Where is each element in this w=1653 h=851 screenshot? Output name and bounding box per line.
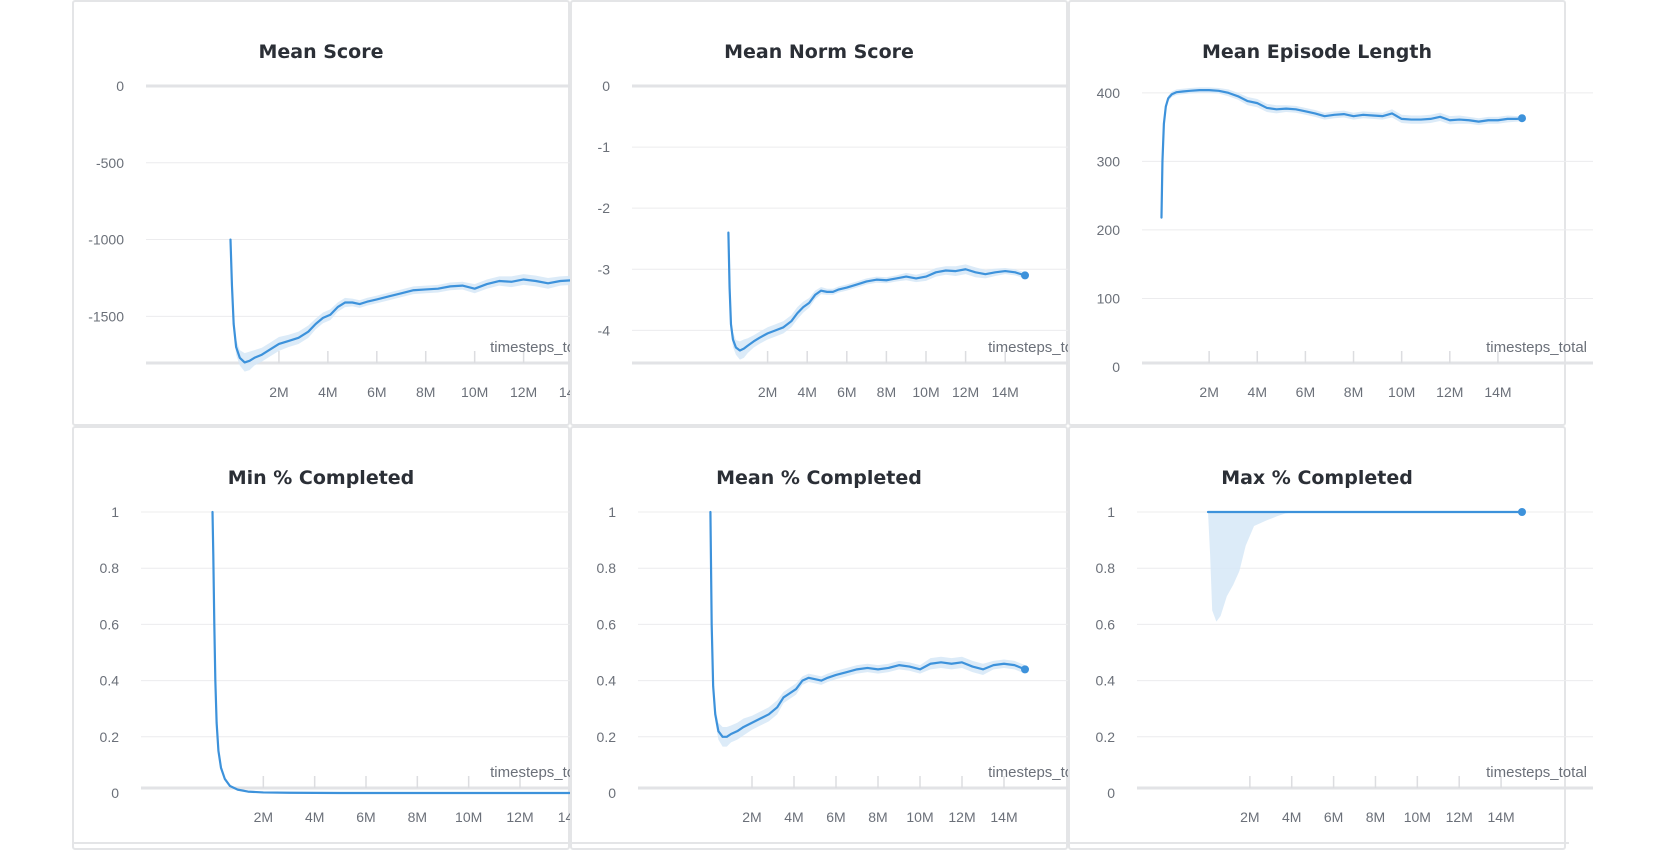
last-point-marker[interactable] bbox=[1518, 114, 1526, 122]
chart-panel-mean-episode-length[interactable]: Mean Episode Length 400 300 200 100 0 2M 4M 6M 8… bbox=[1068, 0, 1566, 426]
chart-panel-mean-score[interactable]: Mean Score 0 -500 -1000 -1500 2M 4M 6M 8M 10M 12M… bbox=[72, 0, 570, 426]
confidence-band bbox=[213, 512, 597, 793]
chart-panel-mean-norm-score[interactable]: Mean Norm Score 0 -1 -2 -3 -4 2M 4M 6M 8M 10M 12M 1… bbox=[570, 0, 1068, 426]
chart-panel-max-completed[interactable]: Max % Completed 1 0.8 0.6 0.4 0.2 0 2M 4M 6M 8M 10… bbox=[1068, 426, 1566, 850]
y-tick-label: 1 bbox=[1107, 504, 1115, 520]
last-point-marker[interactable] bbox=[1518, 508, 1526, 516]
y-tick-label: 0.4 bbox=[597, 673, 617, 689]
x-tick-label: 2M bbox=[269, 384, 288, 400]
chart-panel-min-completed[interactable]: Min % Completed 1 0.8 0.6 0.4 0.2 0 2M 4M 6M 8M 10… bbox=[72, 426, 570, 850]
last-point-marker[interactable] bbox=[1021, 665, 1029, 673]
series-line bbox=[213, 512, 597, 793]
y-tick-label: 0.8 bbox=[1096, 560, 1116, 576]
confidence-band bbox=[1208, 512, 1296, 622]
y-tick-label: 0.6 bbox=[1096, 616, 1116, 632]
chart-mean-completed: 1 0.8 0.6 0.4 0.2 0 2M 4M 6M 8M 10M 12M 14M timesteps… bbox=[572, 428, 1066, 848]
y-tick-label: 1 bbox=[608, 504, 616, 520]
x-tick-label: 14M bbox=[1484, 384, 1511, 400]
x-tick-label: 10M bbox=[461, 384, 488, 400]
x-tick-label: 10M bbox=[1404, 809, 1431, 825]
x-tick-label: 4M bbox=[305, 809, 324, 825]
x-tick-label: 10M bbox=[906, 809, 933, 825]
y-tick-label: 400 bbox=[1097, 85, 1121, 101]
x-tick-label: 12M bbox=[510, 384, 537, 400]
y-tick-label: 0 bbox=[111, 785, 119, 801]
x-tick-label: 14M bbox=[992, 384, 1019, 400]
x-tick-label: 2M bbox=[1199, 384, 1218, 400]
y-tick-label: 300 bbox=[1097, 153, 1121, 169]
x-tick-label: 6M bbox=[1324, 809, 1343, 825]
y-tick-label: 0 bbox=[1107, 785, 1115, 801]
y-tick-label: -4 bbox=[598, 322, 611, 338]
y-tick-label: 100 bbox=[1097, 290, 1121, 306]
chart-mean-episode-length: 400 300 200 100 0 2M 4M 6M 8M 10M 12M 14M timesteps_… bbox=[1070, 2, 1564, 424]
x-tick-label: 8M bbox=[416, 384, 435, 400]
x-tick-label: 6M bbox=[367, 384, 386, 400]
chart-mean-score: 0-500-1000-15002M4M6M8M10M12M14Mtimestep… bbox=[74, 2, 568, 424]
x-tick-label: 4M bbox=[797, 384, 816, 400]
y-tick-label: -1 bbox=[598, 139, 611, 155]
y-tick-label: 0 bbox=[116, 78, 124, 94]
y-tick-label: 0.8 bbox=[100, 560, 120, 576]
y-tick-label: 0.6 bbox=[597, 616, 617, 632]
x-tick-label: 4M bbox=[318, 384, 337, 400]
confidence-band bbox=[728, 233, 1025, 360]
x-tick-label: 8M bbox=[868, 809, 887, 825]
x-tick-label: 8M bbox=[1344, 384, 1363, 400]
x-tick-label: 8M bbox=[408, 809, 427, 825]
chart-mean-norm-score: 0 -1 -2 -3 -4 2M 4M 6M 8M 10M 12M 14M timesteps_tota… bbox=[572, 2, 1066, 424]
x-tick-label: 8M bbox=[877, 384, 896, 400]
y-tick-label: -3 bbox=[598, 261, 611, 277]
y-tick-label: 0 bbox=[602, 78, 610, 94]
y-tick-label: -1500 bbox=[88, 308, 124, 324]
x-tick-label: 14M bbox=[990, 809, 1017, 825]
chart-max-completed: 1 0.8 0.6 0.4 0.2 0 2M 4M 6M 8M 10M 12M 14M timesteps… bbox=[1070, 428, 1564, 848]
y-tick-label: -500 bbox=[96, 155, 124, 171]
chart-panel-mean-completed[interactable]: Mean % Completed 1 0.8 0.6 0.4 0.2 0 2M 4M 6M 8M 1… bbox=[570, 426, 1068, 850]
chart-min-completed: 10.80.60.40.202M4M6M8M10M12M14Mtimesteps… bbox=[74, 428, 568, 848]
confidence-band bbox=[1161, 87, 1522, 217]
x-tick-label: 4M bbox=[1282, 809, 1301, 825]
x-tick-label: 10M bbox=[1388, 384, 1415, 400]
x-tick-label: 2M bbox=[758, 384, 777, 400]
y-tick-label: 0.2 bbox=[1096, 729, 1116, 745]
y-tick-label: 200 bbox=[1097, 222, 1121, 238]
y-tick-label: 0.4 bbox=[100, 673, 120, 689]
x-tick-label: 2M bbox=[1240, 809, 1259, 825]
x-tick-label: 10M bbox=[455, 809, 482, 825]
x-tick-label: 2M bbox=[742, 809, 761, 825]
y-tick-label: -1000 bbox=[88, 232, 124, 248]
x-tick-label: 2M bbox=[254, 809, 273, 825]
confidence-band bbox=[710, 512, 1025, 747]
x-tick-label: 4M bbox=[1248, 384, 1267, 400]
x-tick-label: 12M bbox=[952, 384, 979, 400]
x-tick-label: 4M bbox=[784, 809, 803, 825]
y-tick-label: 0 bbox=[608, 785, 616, 801]
y-tick-label: 1 bbox=[111, 504, 119, 520]
x-tick-label: 6M bbox=[826, 809, 845, 825]
last-point-marker[interactable] bbox=[1021, 271, 1029, 279]
x-tick-label: 6M bbox=[837, 384, 856, 400]
y-tick-label: 0.4 bbox=[1096, 673, 1116, 689]
x-tick-label: 6M bbox=[1296, 384, 1315, 400]
y-tick-label: -2 bbox=[598, 200, 611, 216]
y-tick-label: 0.8 bbox=[597, 560, 617, 576]
y-tick-label: 0.6 bbox=[100, 616, 120, 632]
x-tick-label: 8M bbox=[1366, 809, 1385, 825]
y-tick-label: 0.2 bbox=[100, 729, 120, 745]
x-tick-label: 12M bbox=[1446, 809, 1473, 825]
y-tick-label: 0 bbox=[1112, 359, 1120, 375]
x-axis-label: timesteps_total bbox=[1486, 764, 1587, 781]
x-axis-label: timesteps_total bbox=[1486, 339, 1587, 356]
x-tick-label: 10M bbox=[912, 384, 939, 400]
x-tick-label: 6M bbox=[356, 809, 375, 825]
x-tick-label: 12M bbox=[1436, 384, 1463, 400]
x-tick-label: 12M bbox=[506, 809, 533, 825]
y-tick-label: 0.2 bbox=[597, 729, 617, 745]
next-row-panels-edge bbox=[72, 842, 1569, 851]
x-tick-label: 14M bbox=[1487, 809, 1514, 825]
series-line bbox=[1161, 90, 1522, 217]
x-tick-label: 12M bbox=[948, 809, 975, 825]
